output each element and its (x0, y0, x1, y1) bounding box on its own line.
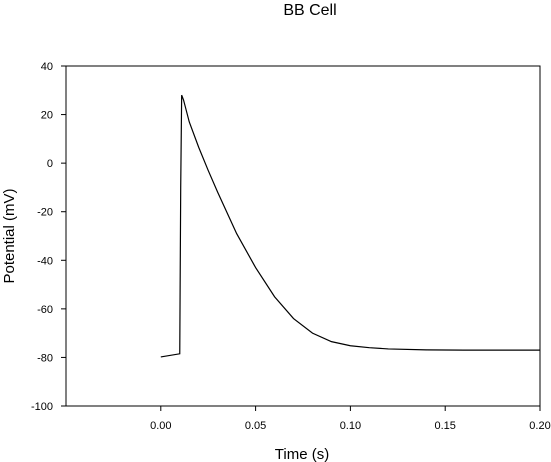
x-axis-ticks: 0.00 0.05 0.10 0.15 0.20 (150, 406, 551, 432)
y-tick-label: -100 (31, 401, 53, 413)
y-axis-ticks: -100 -80 -60 -40 -20 0 20 40 (31, 61, 66, 413)
chart-title: BB Cell (283, 2, 336, 19)
y-tick-label: -80 (37, 352, 53, 364)
y-axis-label: Potential (mV) (1, 188, 18, 283)
x-tick-label: 0.20 (529, 420, 550, 432)
x-axis-label: Time (s) (275, 446, 329, 462)
x-tick-label: 0.10 (340, 420, 361, 432)
y-tick-label: 40 (41, 61, 53, 73)
y-tick-label: -40 (37, 255, 53, 267)
series-line (160, 94, 540, 358)
x-tick-label: 0.00 (150, 420, 171, 432)
y-tick-label: 20 (41, 110, 53, 122)
y-tick-label: -20 (37, 207, 53, 219)
x-tick-label: 0.05 (245, 420, 266, 432)
x-tick-label: 0.15 (434, 420, 455, 432)
plot-area-frame (65, 65, 541, 407)
y-tick-label: -60 (37, 304, 53, 316)
y-tick-label: 0 (47, 158, 53, 170)
